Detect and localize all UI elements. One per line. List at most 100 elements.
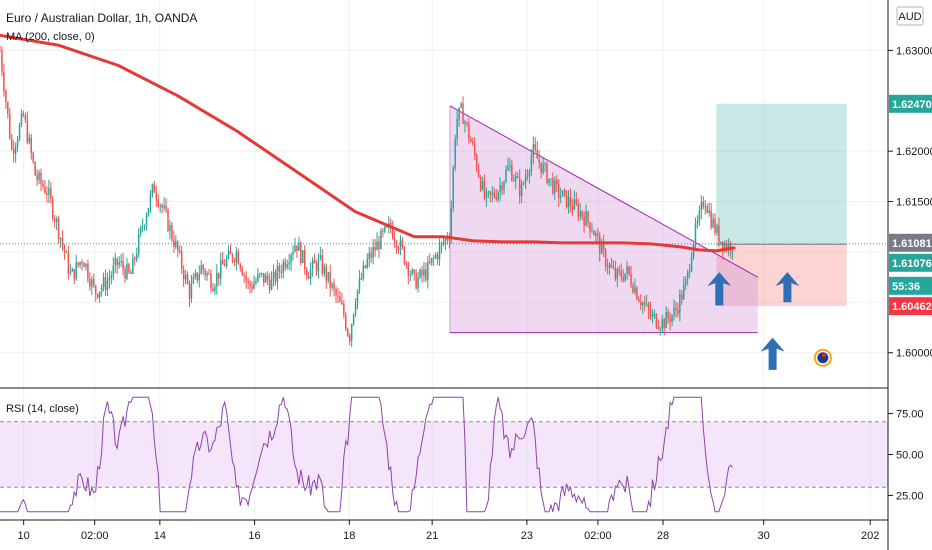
candle	[618, 265, 621, 276]
candle	[620, 263, 622, 282]
candle-body	[454, 139, 456, 168]
candle-body	[151, 184, 154, 194]
candle	[311, 257, 314, 277]
candle	[280, 264, 283, 279]
candle-body	[333, 283, 335, 289]
event-flag-icon[interactable]	[813, 348, 832, 367]
candle	[526, 169, 529, 181]
candle-body	[350, 324, 353, 341]
candle	[458, 107, 460, 127]
candle	[725, 239, 728, 253]
candle	[202, 263, 204, 275]
candle	[364, 264, 367, 269]
candle-body	[395, 241, 398, 249]
candle-body	[515, 176, 517, 181]
candle-body	[313, 259, 316, 264]
candle	[495, 188, 497, 202]
candle	[708, 202, 710, 217]
candle	[313, 253, 316, 264]
candle	[679, 289, 681, 322]
candle	[641, 300, 644, 314]
time-tick-label: 02:00	[81, 530, 109, 542]
candle-body	[235, 251, 238, 263]
candle	[559, 187, 562, 204]
candle-body	[233, 260, 236, 263]
candle	[348, 333, 351, 346]
candle	[366, 253, 369, 270]
candle	[534, 137, 537, 152]
candle	[511, 160, 513, 182]
candle	[67, 245, 70, 280]
time-tick-label: 18	[343, 530, 355, 542]
candle	[98, 291, 101, 303]
target-price-badge: 1.62470	[889, 94, 932, 113]
candle-body	[28, 137, 31, 143]
candle-body	[239, 263, 242, 269]
up-arrow-icon[interactable]	[707, 272, 732, 306]
candle	[321, 248, 324, 277]
candle-body	[130, 272, 132, 274]
candle-body	[499, 185, 501, 193]
rsi-indicator-label[interactable]: RSI (14, close)	[6, 403, 79, 415]
candle-body	[657, 327, 660, 329]
candle	[241, 265, 243, 277]
time-axis[interactable]: 10 02:00 14 16 18 21 23 02:00 28 30 202	[18, 520, 880, 542]
candle	[444, 236, 447, 251]
rsi-line	[0, 396, 733, 513]
candle-body	[171, 225, 173, 240]
candle-body	[725, 243, 728, 251]
candle-body	[708, 210, 710, 213]
candle-body	[110, 275, 113, 279]
candle	[14, 142, 17, 163]
candle-body	[589, 222, 591, 232]
currency-button[interactable]: AUD	[896, 6, 924, 26]
time-tick-label: 28	[657, 530, 669, 542]
candle	[331, 281, 333, 291]
triangle-pattern[interactable]	[449, 105, 759, 334]
candle-body	[548, 178, 550, 184]
candle	[522, 181, 525, 186]
candle-body	[538, 158, 540, 163]
candle-body	[341, 301, 343, 305]
candle	[427, 255, 429, 289]
candle-body	[67, 252, 70, 274]
target-price-badge-bg	[889, 94, 932, 113]
candle	[134, 256, 136, 266]
candle	[214, 283, 216, 295]
stop-price-badge-label: 1.60462	[892, 301, 932, 313]
candle-body	[247, 280, 249, 283]
candle	[485, 187, 488, 207]
candle	[438, 238, 441, 266]
candle-body	[288, 262, 290, 265]
up-arrow-icon[interactable]	[775, 272, 800, 303]
candle	[329, 264, 331, 297]
candle-body	[91, 279, 93, 287]
candle	[259, 272, 261, 279]
ma-indicator-label[interactable]: MA (200, close, 0)	[6, 31, 95, 43]
candle-body	[559, 196, 562, 198]
candle-body	[581, 210, 583, 217]
candle-body	[704, 206, 706, 208]
candle-body	[710, 210, 712, 228]
candle	[94, 284, 97, 302]
candle-body	[444, 238, 447, 243]
candle	[681, 290, 683, 306]
up-arrow-icon[interactable]	[760, 337, 785, 370]
candle	[294, 237, 296, 253]
candle-body	[446, 238, 449, 240]
candle	[548, 178, 550, 187]
candle-body	[343, 304, 345, 315]
price-axis[interactable]: 1.63000 1.62000 1.61500 1.60000	[888, 45, 932, 360]
candle	[694, 217, 697, 250]
arrow-annotations[interactable]	[707, 272, 800, 370]
candle-body	[208, 273, 210, 275]
candle	[22, 110, 25, 118]
candle-body	[413, 269, 415, 274]
candle	[161, 203, 163, 214]
rsi-tick-label: 75.00	[896, 409, 924, 421]
candle-body	[100, 287, 103, 292]
candle	[100, 284, 103, 297]
candle	[520, 179, 523, 204]
candle	[126, 258, 128, 281]
